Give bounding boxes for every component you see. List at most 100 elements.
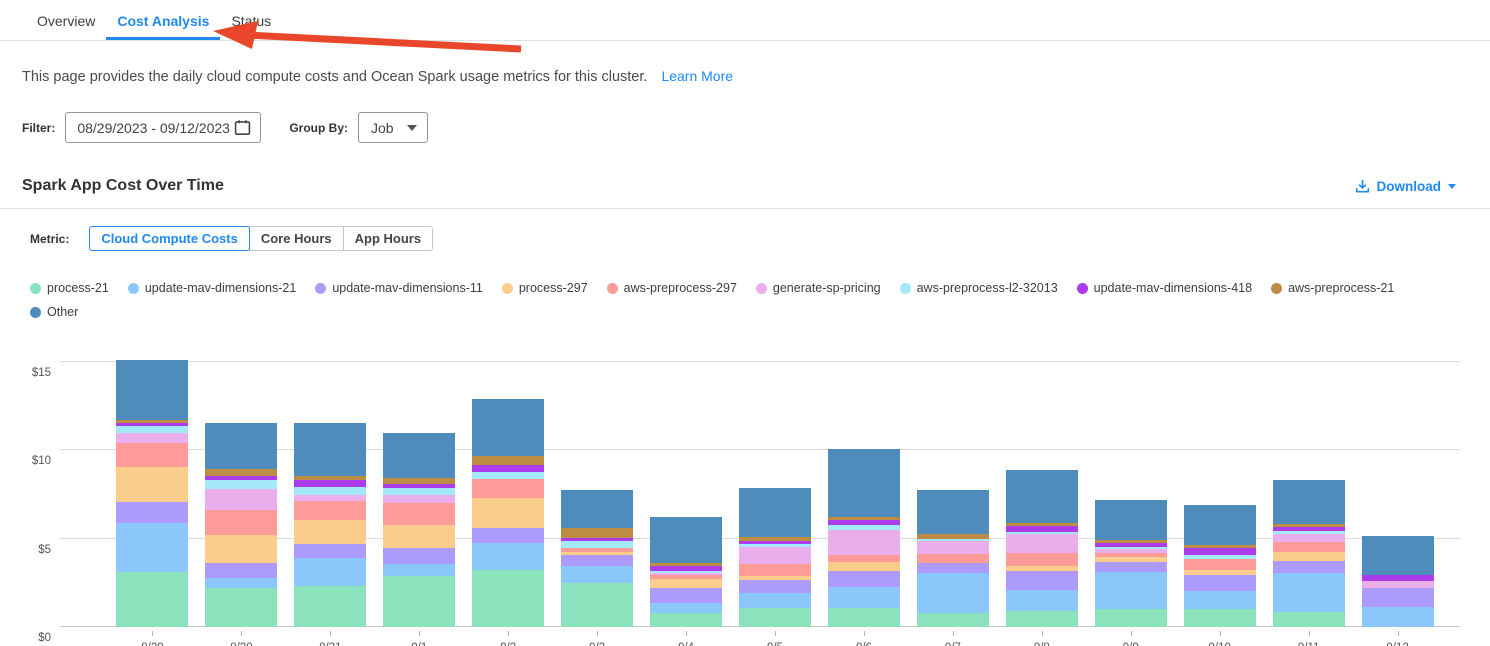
bar-column-9-4 <box>642 362 731 627</box>
bar-segment-aws-preprocess-l2-32013 <box>827 525 900 530</box>
metric-button-cloud-compute-costs[interactable]: Cloud Compute Costs <box>89 226 250 251</box>
bar-segment-update-mav-dimensions-21 <box>472 543 545 571</box>
legend-item-process-21[interactable]: process-21 <box>30 281 109 295</box>
bar-segment-aws-preprocess-21 <box>205 468 278 476</box>
bar-segment-other <box>294 423 367 477</box>
bar-segment-aws-preprocess-21 <box>739 536 812 542</box>
calendar-icon[interactable] <box>234 119 251 136</box>
x-tick-label-9-6: 9/6 <box>820 631 909 646</box>
legend-item-aws-preprocess-21[interactable]: aws-preprocess-21 <box>1271 281 1394 295</box>
bar-segment-process-297 <box>205 535 278 563</box>
bar-segment-process-297 <box>561 551 634 556</box>
bar-segment-other <box>1005 469 1078 523</box>
bar-column-9-9 <box>1086 362 1175 627</box>
legend-item-process-297[interactable]: process-297 <box>501 281 588 295</box>
bar-stack-9-6 <box>827 448 900 627</box>
x-tick-label-9-7: 9/7 <box>908 631 997 646</box>
bar-column-9-7 <box>908 362 997 627</box>
bar-segment-update-mav-dimensions-418 <box>561 537 634 542</box>
bar-segment-aws-preprocess-l2-32013 <box>561 541 634 549</box>
bar-segment-aws-preprocess-21 <box>650 562 723 567</box>
tab-status[interactable]: Status <box>231 13 272 29</box>
bar-segment-aws-preprocess-21 <box>472 455 545 465</box>
bar-segment-process-21 <box>1272 611 1345 627</box>
metric-button-app-hours[interactable]: App Hours <box>342 226 434 251</box>
bar-segment-generate-sp-pricing <box>650 573 723 575</box>
bar-segment-update-mav-dimensions-21 <box>916 573 989 613</box>
bar-segment-other <box>205 423 278 469</box>
bar-column-9-11 <box>1264 362 1353 627</box>
bar-stack-9-11 <box>1272 480 1345 627</box>
bar-segment-other <box>916 490 989 535</box>
bar-segment-other <box>827 448 900 517</box>
bar-segment-aws-preprocess-l2-32013 <box>916 538 989 542</box>
bar-segment-aws-preprocess-l2-32013 <box>294 487 367 495</box>
y-tick-label: $0 <box>38 632 51 644</box>
bar-segment-update-mav-dimensions-11 <box>1361 588 1434 607</box>
chevron-down-icon <box>406 124 417 131</box>
group-by-value: Job <box>371 119 394 136</box>
x-tick-label-9-1: 9/1 <box>375 631 464 646</box>
legend-item-generate-sp-pricing[interactable]: generate-sp-pricing <box>755 281 881 295</box>
bar-segment-update-mav-dimensions-418 <box>650 566 723 572</box>
chart-x-axis: 8/298/308/319/19/29/39/49/59/69/79/89/99… <box>108 631 1442 646</box>
bar-segment-process-21 <box>739 608 812 627</box>
legend-item-aws-preprocess-297[interactable]: aws-preprocess-297 <box>606 281 737 295</box>
bar-stack-8-30 <box>205 423 278 627</box>
y-tick-label: $15 <box>31 367 51 379</box>
bar-segment-update-mav-dimensions-11 <box>383 548 456 565</box>
bar-column-8-31 <box>286 362 375 627</box>
legend-item-update-mav-dimensions-418[interactable]: update-mav-dimensions-418 <box>1076 281 1252 295</box>
bar-column-9-5 <box>731 362 820 627</box>
bar-segment-aws-preprocess-297 <box>205 509 278 536</box>
date-range-input[interactable]: 08/29/2023 - 09/12/2023 <box>65 112 262 143</box>
filter-label: Filter: <box>22 120 56 135</box>
bar-segment-other <box>1272 480 1345 524</box>
download-button[interactable]: Download <box>1355 179 1456 194</box>
bar-segment-process-21 <box>383 575 456 627</box>
bar-segment-other <box>650 516 723 563</box>
bar-stack-9-3 <box>561 490 634 627</box>
bar-segment-other <box>116 360 189 421</box>
bar-segment-update-mav-dimensions-11 <box>205 562 278 578</box>
bar-segment-process-21 <box>205 588 278 627</box>
bar-segment-update-mav-dimensions-21 <box>205 577 278 589</box>
bar-segment-aws-preprocess-l2-32013 <box>1005 531 1078 535</box>
bar-segment-generate-sp-pricing <box>916 541 989 554</box>
legend-dot-icon <box>30 306 41 318</box>
section-divider <box>0 208 1490 209</box>
bar-segment-aws-preprocess-21 <box>1272 523 1345 528</box>
x-tick-label-9-9: 9/9 <box>1086 631 1175 646</box>
metric-button-core-hours[interactable]: Core Hours <box>248 226 344 251</box>
bar-segment-update-mav-dimensions-418 <box>1183 548 1256 555</box>
x-tick-label-8-30: 8/30 <box>197 631 286 646</box>
bar-segment-update-mav-dimensions-21 <box>561 566 634 583</box>
bar-segment-aws-preprocess-297 <box>472 478 545 499</box>
legend-item-update-mav-dimensions-11[interactable]: update-mav-dimensions-11 <box>315 281 483 295</box>
legend-item-aws-preprocess-l2-32013[interactable]: aws-preprocess-l2-32013 <box>899 281 1058 295</box>
bar-segment-update-mav-dimensions-11 <box>827 571 900 588</box>
tab-overview[interactable]: Overview <box>37 13 96 29</box>
bar-segment-update-mav-dimensions-418 <box>1272 527 1345 531</box>
bar-segment-aws-preprocess-l2-32013 <box>1272 530 1345 535</box>
bar-segment-aws-preprocess-l2-32013 <box>1094 546 1167 550</box>
bar-segment-process-297 <box>1094 557 1167 562</box>
tab-cost-analysis[interactable]: Cost Analysis <box>106 2 221 40</box>
group-by-select[interactable]: Job <box>358 112 428 143</box>
legend-item-other[interactable]: Other <box>30 305 78 319</box>
bar-segment-update-mav-dimensions-21 <box>1272 573 1345 612</box>
learn-more-link[interactable]: Learn More <box>661 68 734 84</box>
legend-item-update-mav-dimensions-21[interactable]: update-mav-dimensions-21 <box>127 281 296 295</box>
bar-column-9-12 <box>1353 362 1442 627</box>
bar-stack-9-8 <box>1005 469 1078 627</box>
x-tick-label-9-12: 9/12 <box>1353 631 1442 646</box>
bar-segment-update-mav-dimensions-21 <box>827 587 900 609</box>
bar-segment-generate-sp-pricing <box>827 529 900 555</box>
bar-segment-aws-preprocess-l2-32013 <box>116 425 189 433</box>
bar-segment-update-mav-dimensions-21 <box>1094 572 1167 610</box>
group-by-label: Group By: <box>289 120 349 135</box>
legend-dot-icon <box>755 282 767 294</box>
bar-segment-aws-preprocess-l2-32013 <box>472 471 545 479</box>
chart-legend: process-21 update-mav-dimensions-21 update… <box>30 281 1460 319</box>
y-tick-label: $10 <box>31 455 51 468</box>
